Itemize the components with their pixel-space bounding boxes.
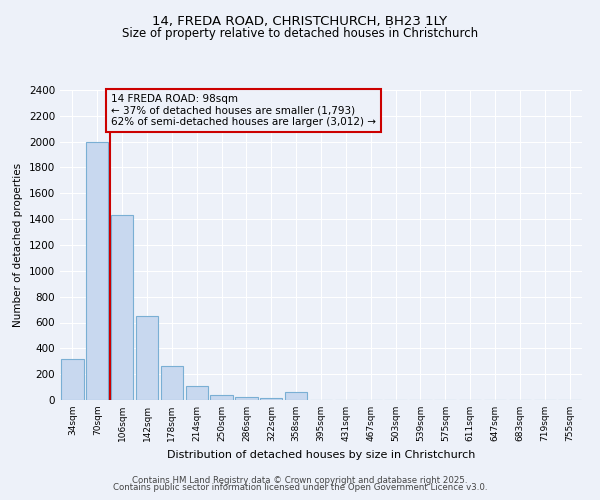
Bar bbox=[61, 358, 83, 400]
Text: Contains HM Land Registry data © Crown copyright and database right 2025.: Contains HM Land Registry data © Crown c… bbox=[132, 476, 468, 485]
Y-axis label: Number of detached properties: Number of detached properties bbox=[13, 163, 23, 327]
Bar bbox=[185, 386, 208, 400]
Bar bbox=[235, 397, 257, 400]
Text: 14 FREDA ROAD: 98sqm
← 37% of detached houses are smaller (1,793)
62% of semi-de: 14 FREDA ROAD: 98sqm ← 37% of detached h… bbox=[111, 94, 376, 127]
Bar bbox=[111, 216, 133, 400]
Text: 14, FREDA ROAD, CHRISTCHURCH, BH23 1LY: 14, FREDA ROAD, CHRISTCHURCH, BH23 1LY bbox=[152, 15, 448, 28]
Bar bbox=[86, 142, 109, 400]
Bar bbox=[211, 396, 233, 400]
Bar bbox=[260, 398, 283, 400]
Text: Size of property relative to detached houses in Christchurch: Size of property relative to detached ho… bbox=[122, 28, 478, 40]
Bar bbox=[161, 366, 183, 400]
Text: Contains public sector information licensed under the Open Government Licence v3: Contains public sector information licen… bbox=[113, 484, 487, 492]
Bar bbox=[136, 316, 158, 400]
Bar bbox=[285, 392, 307, 400]
X-axis label: Distribution of detached houses by size in Christchurch: Distribution of detached houses by size … bbox=[167, 450, 475, 460]
